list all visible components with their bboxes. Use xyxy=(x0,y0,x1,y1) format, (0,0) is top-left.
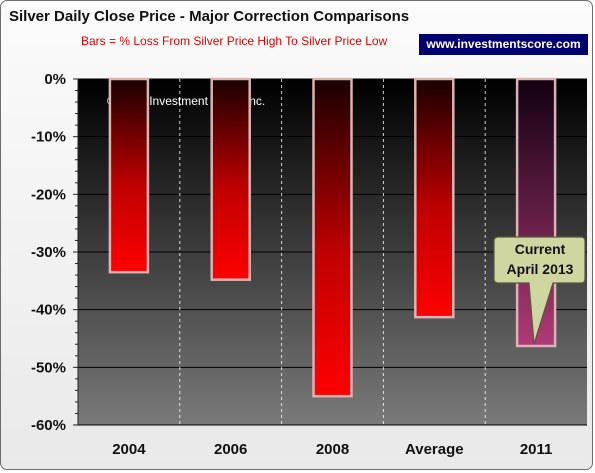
chart-title: Silver Daily Close Price - Major Correct… xyxy=(9,8,410,25)
bar-2004 xyxy=(108,77,150,274)
callout: Current April 2013 xyxy=(493,236,586,345)
y-tick-label: 0% xyxy=(44,71,66,88)
bar-average xyxy=(414,77,455,319)
y-axis-ticks: 0% -10% -20% -30% -40% -50% -60% xyxy=(31,71,66,434)
callout-line2: April 2013 xyxy=(507,261,574,277)
y-tick-label: -30% xyxy=(31,244,66,261)
website-badge: www.investmentscore.com xyxy=(419,34,588,55)
y-tick-label: -20% xyxy=(31,186,66,203)
x-category-label: 2006 xyxy=(214,441,247,458)
y-tick-label: -40% xyxy=(31,302,66,319)
x-category-label: 2011 xyxy=(520,441,553,458)
x-category-label: Average xyxy=(405,441,464,458)
x-category-label: 2008 xyxy=(316,441,349,458)
bar-2006 xyxy=(210,77,251,281)
bar-layer xyxy=(108,77,557,398)
y-tick-label: -60% xyxy=(31,417,66,434)
callout-bubble xyxy=(493,236,586,345)
y-tick-label: -10% xyxy=(31,129,66,146)
callout-line1: Current xyxy=(515,241,566,257)
x-category-label: 2004 xyxy=(112,441,146,458)
y-tick-label: -50% xyxy=(31,359,66,376)
bar-2008 xyxy=(312,77,353,398)
chart-subtitle: Bars = % Loss From Silver Price High To … xyxy=(81,34,388,48)
x-axis-categories: 2004 2006 2008 Average 2011 xyxy=(112,441,552,458)
